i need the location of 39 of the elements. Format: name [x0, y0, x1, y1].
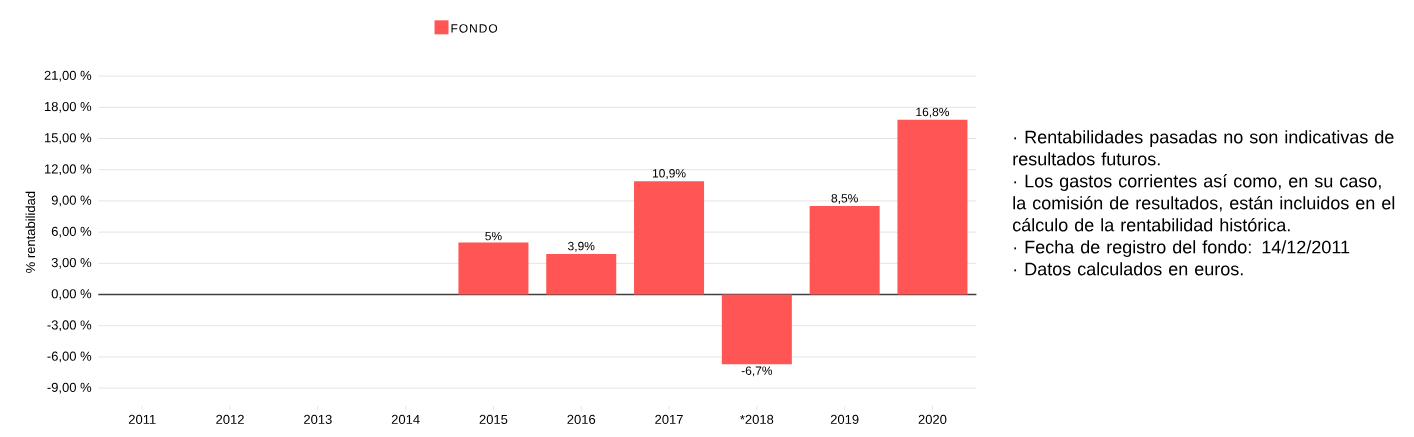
bar	[458, 242, 529, 295]
bar	[721, 294, 792, 365]
x-tick-label: 2016	[567, 414, 596, 424]
x-tick-label: 2014	[391, 414, 420, 424]
x-tick-label: 2012	[216, 414, 244, 424]
x-tick-label: 2017	[655, 414, 683, 424]
y-tick-label: -9,00 %	[47, 382, 92, 394]
bar	[897, 119, 968, 295]
data-label: 16,8%	[916, 107, 950, 118]
text: · Los gastos corrientes así como, en su caso, la comisión de resultados, están incluidos en el cálculo de la rentabilidad histórica.	[1012, 173, 1395, 232]
bar	[809, 206, 880, 295]
y-axis-title: % rentabilidad	[25, 191, 36, 273]
x-tick-label: 2015	[479, 414, 508, 424]
data-label: 10,9%	[652, 169, 686, 179]
x-tick-label: 2013	[304, 414, 332, 424]
y-tick-label: 15,00 %	[44, 133, 92, 144]
y-tick-label: 12,00 %	[44, 164, 92, 176]
bar	[546, 253, 617, 295]
x-tick-label: 2020	[918, 414, 947, 424]
x-tick-label: *2018	[740, 414, 774, 424]
y-tick-label: 18,00 %	[44, 101, 92, 113]
y-tick-label: 21,00 %	[44, 70, 92, 82]
text: · Datos calculados en euros.	[1014, 262, 1243, 276]
y-tick-label: 0,00 %	[51, 289, 92, 300]
data-label: 5%	[485, 231, 502, 241]
y-tick-label: 6,00 %	[51, 226, 92, 238]
y-tick-label: -3,00 %	[47, 320, 92, 332]
legend-label: FONDO	[451, 24, 498, 33]
y-tick-label: 3,00 %	[51, 257, 92, 269]
data-label: -6,7%	[741, 366, 773, 377]
text: · Fecha de registro del fondo: 14/12/2011	[1014, 240, 1350, 257]
x-tick-label: 2019	[830, 414, 859, 424]
data-label: 8,5%	[831, 194, 858, 204]
x-tick-label: 2011	[128, 414, 156, 424]
text: · Rentabilidades pasadas no son indicativas de resultados futuros.	[1013, 130, 1394, 166]
data-label: 3,9%	[568, 241, 595, 252]
bar	[634, 181, 705, 295]
y-tick-label: -6,00 %	[47, 351, 92, 363]
y-tick-label: 9,00 %	[51, 195, 92, 207]
